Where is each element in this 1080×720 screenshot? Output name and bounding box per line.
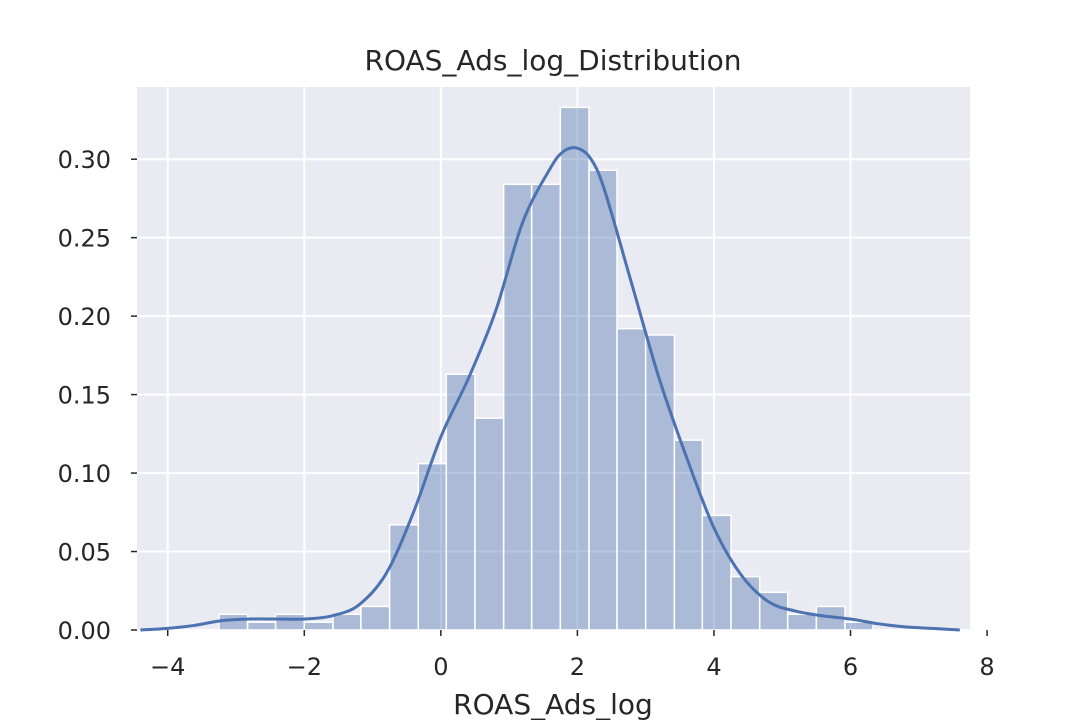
histogram-bar [246,621,277,631]
y-axis-ticks: 0.00 0.05 0.10 0.15 0.20 0.25 0.30 [58,146,137,645]
histogram-bar [332,613,362,631]
y-tick-label: 0.15 [58,382,111,410]
histogram-bar [388,524,420,631]
histogram-bar [673,439,704,631]
x-tick-label: −2 [287,653,322,681]
histogram-bar [502,183,533,631]
histogram-bar [616,327,647,631]
histogram-bar [274,613,306,631]
y-tick-label: 0.25 [58,225,111,253]
histogram-bar [588,169,618,631]
histogram-bar [530,183,562,631]
y-tick-label: 0.20 [58,303,111,331]
x-tick-label: 2 [570,653,585,681]
histogram-bar [844,621,874,631]
y-tick-label: 0.30 [58,146,111,174]
histogram-bar [360,605,391,631]
x-tick-label: 0 [433,653,448,681]
y-tick-label: 0.10 [58,460,111,488]
y-tick-label: 0.05 [58,539,111,567]
histogram-bar [786,613,818,631]
plot-area [137,87,970,630]
histogram-bar [303,621,334,631]
x-axis-label: ROAS_Ads_log [453,688,653,720]
x-tick-label: 4 [706,653,721,681]
histogram-bar [218,613,249,631]
histogram-bar [474,417,505,631]
histogram-bars [218,106,874,631]
histogram-bar [559,106,590,631]
histogram-bar [417,462,448,631]
x-tick-label: 6 [843,653,858,681]
kde-curve [140,146,960,632]
x-axis-ticks: −4 −2 0 2 4 6 8 [150,630,995,681]
histogram-bar [730,575,761,631]
chart-title: ROAS_Ads_log_Distribution [365,44,742,77]
y-tick-label: 0.00 [58,617,111,645]
x-tick-label: 8 [979,653,994,681]
x-tick-label: −4 [150,653,185,681]
